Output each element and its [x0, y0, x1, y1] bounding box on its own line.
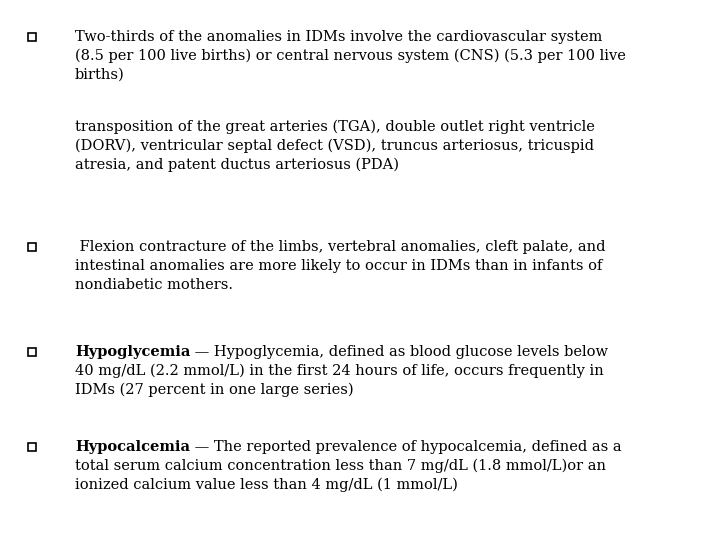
Text: Two-thirds of the anomalies in IDMs involve the cardiovascular system: Two-thirds of the anomalies in IDMs invo… — [75, 30, 603, 44]
Text: atresia, and patent ductus arteriosus (PDA): atresia, and patent ductus arteriosus (P… — [75, 158, 399, 172]
Text: ionized calcium value less than 4 mg/dL (1 mmol/L): ionized calcium value less than 4 mg/dL … — [75, 478, 458, 492]
Text: — Hypoglycemia, defined as blood glucose levels below: — Hypoglycemia, defined as blood glucose… — [190, 345, 608, 359]
Text: transposition of the great arteries (TGA), double outlet right ventricle: transposition of the great arteries (TGA… — [75, 120, 595, 134]
Text: Hypoglycemia: Hypoglycemia — [75, 345, 190, 359]
Text: births): births) — [75, 68, 125, 82]
Text: total serum calcium concentration less than 7 mg/dL (1.8 mmol/L)or an: total serum calcium concentration less t… — [75, 459, 606, 474]
Text: Hypocalcemia: Hypocalcemia — [75, 440, 190, 454]
Text: IDMs (27 percent in one large series): IDMs (27 percent in one large series) — [75, 383, 354, 397]
Text: Flexion contracture of the limbs, vertebral anomalies, cleft palate, and: Flexion contracture of the limbs, verteb… — [75, 240, 606, 254]
Text: intestinal anomalies are more likely to occur in IDMs than in infants of: intestinal anomalies are more likely to … — [75, 259, 603, 273]
Text: 40 mg/dL (2.2 mmol/L) in the first 24 hours of life, occurs frequently in: 40 mg/dL (2.2 mmol/L) in the first 24 ho… — [75, 364, 604, 379]
Text: — The reported prevalence of hypocalcemia, defined as a: — The reported prevalence of hypocalcemi… — [190, 440, 621, 454]
Text: (8.5 per 100 live births) or central nervous system (CNS) (5.3 per 100 live: (8.5 per 100 live births) or central ner… — [75, 49, 626, 63]
Text: (DORV), ventricular septal defect (VSD), truncus arteriosus, tricuspid: (DORV), ventricular septal defect (VSD),… — [75, 139, 594, 153]
Text: nondiabetic mothers.: nondiabetic mothers. — [75, 278, 233, 292]
